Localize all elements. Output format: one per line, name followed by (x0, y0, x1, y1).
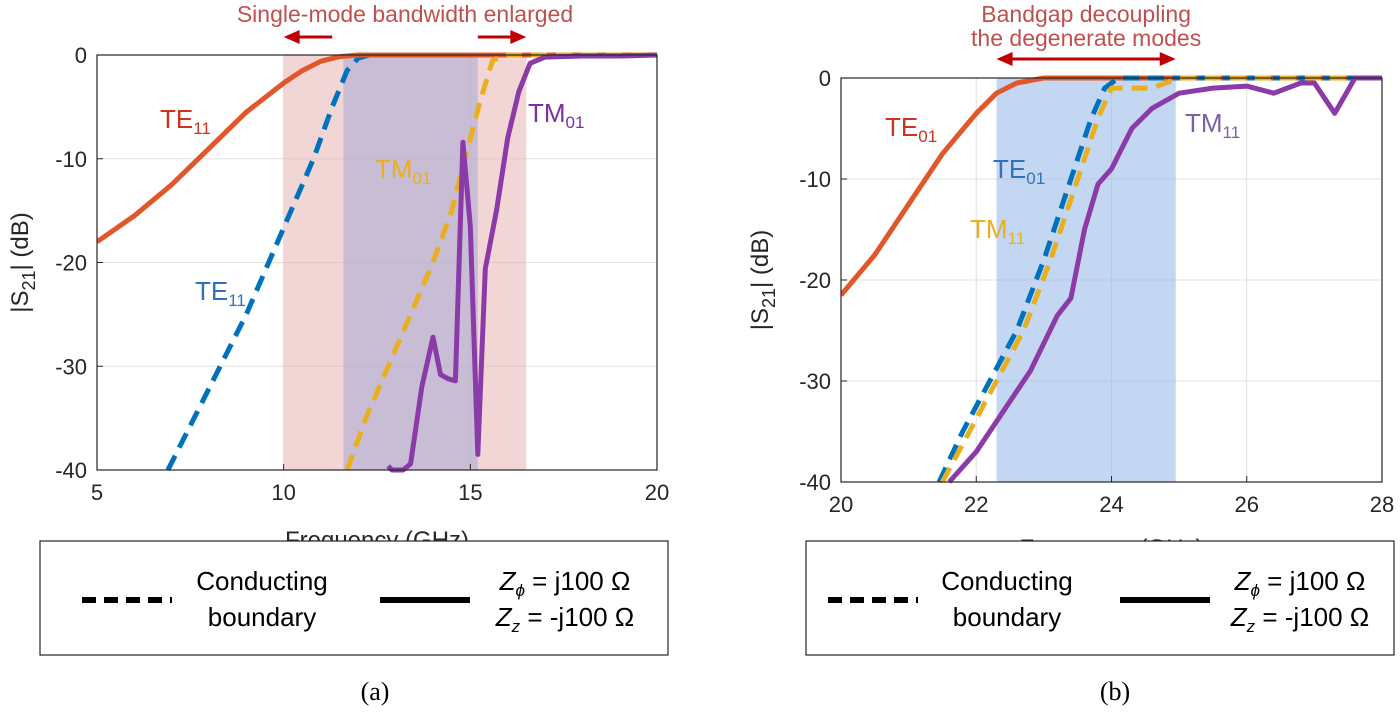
curve-label: TE01 (993, 154, 1045, 188)
curve-label-main: TE (885, 112, 918, 142)
legend-rest: = -j100 Ω (520, 602, 634, 632)
series-line-te01-conducting (936, 75, 1382, 484)
x-tick-label: 10 (271, 480, 295, 505)
shaded-region-0 (996, 78, 1176, 482)
y-tick-label: 0 (819, 66, 831, 91)
legend-rest: = -j100 Ω (1255, 602, 1369, 632)
annotation-arrow-head (996, 52, 1013, 66)
curve-label-main: TM (970, 214, 1008, 244)
y-tick-label: -10 (55, 147, 87, 172)
curve-label-main: TM (375, 154, 413, 184)
x-tick-label: 5 (91, 480, 103, 505)
legend-dashed-line2: boundary (208, 602, 316, 632)
annotation-text-line1: Bandgap decoupling (981, 1, 1191, 27)
y-tick-label: -20 (55, 251, 87, 276)
y-label-main: |S (7, 291, 34, 313)
y-axis-label: |S21| (dB) (7, 212, 39, 313)
legend-sub: ϕ (1250, 581, 1259, 600)
curve-label-sub: 01 (566, 113, 585, 132)
curve-label-sub: 01 (413, 169, 432, 188)
legend-solid-line2: Zz = -j100 Ω (1230, 602, 1370, 636)
annotation-text: Single-mode bandwidth enlarged (237, 1, 573, 27)
annotation-arrow-head (283, 30, 300, 44)
x-tick-label: 20 (645, 480, 669, 505)
y-label-sub: 21 (19, 270, 39, 290)
y-axis-label: |S21| (dB) (747, 230, 779, 331)
legend-sub: ϕ (515, 581, 524, 600)
curve-label-sub: 01 (918, 127, 937, 146)
series-line-te11-conducting (165, 52, 657, 472)
series-line-tm01-impedance (386, 52, 657, 473)
legend-sym: Z (1230, 602, 1248, 632)
legend-rest: = j100 Ω (525, 566, 630, 596)
y-tick-label: -10 (799, 167, 831, 192)
y-label-end: | (dB) (7, 212, 34, 270)
y-tick-label: -30 (799, 369, 831, 394)
figure-caption: (a) (361, 677, 390, 706)
curve-label: TE11 (160, 104, 211, 138)
legend-dashed-line1: Conducting (196, 566, 328, 596)
legend-sym: Z (499, 566, 517, 596)
x-tick-label: 28 (1370, 492, 1394, 517)
curve-label-main: TM (528, 98, 566, 128)
curve-label-sub: 11 (193, 119, 211, 138)
curve-label: TM01 (528, 98, 584, 132)
y-tick-label: -40 (55, 458, 87, 483)
series-line-tm11-impedance (947, 75, 1382, 484)
x-tick-label: 15 (458, 480, 482, 505)
annotation-arrow-head (510, 30, 527, 44)
curve-label-sub: 11 (228, 291, 246, 310)
legend-sym: Z (1234, 566, 1252, 596)
curve-label-sub: 11 (1008, 229, 1026, 248)
curve-label-main: TE (195, 276, 228, 306)
legend-box (39, 540, 669, 656)
legend-sym: Z (495, 602, 513, 632)
y-label-main: |S (747, 308, 774, 330)
legend-dashed-line2: boundary (953, 602, 1061, 632)
curve-label-sub: 01 (1026, 169, 1045, 188)
legend-sub: z (1246, 617, 1256, 636)
legend-solid-line1: Zϕ = j100 Ω (499, 566, 631, 600)
y-tick-label: -40 (799, 470, 831, 495)
curve-label: TE01 (885, 112, 937, 146)
x-tick-label: 22 (964, 492, 988, 517)
y-tick-label: -20 (799, 268, 831, 293)
curve-label: TM11 (1185, 108, 1240, 142)
y-tick-label: 0 (75, 43, 87, 68)
x-tick-label: 24 (1099, 492, 1123, 517)
series-line-tm01-conducting (344, 52, 657, 471)
legend-rest: = j100 Ω (1260, 566, 1365, 596)
y-label-end: | (dB) (747, 230, 774, 288)
legend-solid-line2: Zz = -j100 Ω (495, 602, 635, 636)
curve-label: TM11 (970, 214, 1025, 248)
legend-solid-line1: Zϕ = j100 Ω (1234, 566, 1366, 600)
shaded-region-1 (343, 55, 478, 470)
x-tick-label: 26 (1235, 492, 1259, 517)
curve-label-sub: 11 (1223, 123, 1241, 142)
annotation-arrow-head (1159, 52, 1176, 66)
annotation-text-line2: the degenerate modes (971, 25, 1201, 51)
legend-dashed-line1: Conducting (941, 566, 1073, 596)
y-label-sub: 21 (759, 288, 779, 308)
curve-label-main: TM (1185, 108, 1223, 138)
figure-caption: (b) (1100, 677, 1130, 706)
y-tick-label: -30 (55, 354, 87, 379)
curve-label-main: TE (993, 154, 1026, 184)
curve-label: TM01 (375, 154, 431, 188)
x-tick-label: 20 (829, 492, 853, 517)
curve-label-main: TE (160, 104, 193, 134)
legend-sub: z (511, 617, 521, 636)
curve-label: TE11 (195, 276, 246, 310)
